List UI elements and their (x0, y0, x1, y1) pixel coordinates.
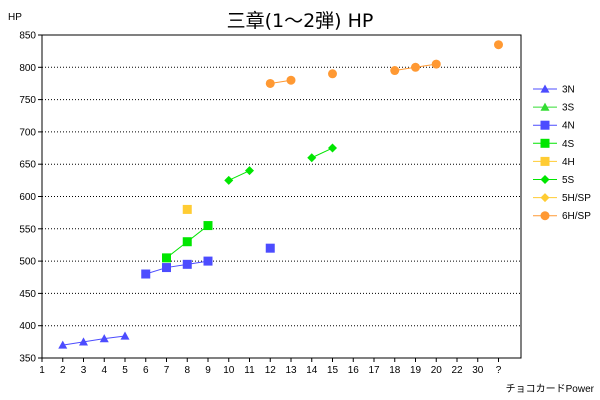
legend-label: 4H (562, 157, 575, 168)
legend-label: 3S (562, 103, 575, 114)
legend-label: 4S (562, 139, 575, 150)
series-3n (58, 331, 130, 349)
data-point (411, 62, 420, 72)
legend-label: 3N (562, 85, 575, 96)
x-tick-label: 16 (348, 365, 360, 376)
data-point (265, 243, 275, 253)
legend-marker (540, 193, 550, 203)
x-tick-label: ? (496, 365, 502, 376)
x-tick-label: 20 (431, 365, 443, 376)
y-tick-label: 500 (19, 257, 36, 268)
x-tick-label: 10 (223, 365, 235, 376)
series-line (311, 147, 333, 159)
data-point (203, 256, 213, 266)
y-axis-label: HP (8, 12, 22, 23)
data-point (494, 40, 503, 50)
series-line (83, 338, 105, 343)
y-tick-label: 350 (19, 354, 36, 365)
x-tick-label: 17 (368, 365, 380, 376)
chart-title: 三章(1～2弾) HP (227, 10, 374, 32)
plot-area (41, 34, 522, 359)
legend-marker (540, 102, 550, 111)
data-point (265, 78, 275, 88)
data-point (162, 263, 171, 273)
data-point (286, 75, 296, 85)
y-tick-label: 600 (19, 192, 36, 203)
legend-marker (540, 211, 550, 221)
x-tick-label: 4 (101, 365, 107, 376)
grid-lines (42, 66, 521, 327)
data-point (182, 237, 192, 247)
legend-marker (540, 120, 550, 130)
data-point (328, 143, 337, 153)
x-tick-label: 14 (306, 365, 318, 376)
y-tick-label: 800 (19, 63, 36, 74)
series-line (228, 170, 250, 181)
legend-label: 5S (562, 175, 575, 186)
x-tick-label: 13 (285, 365, 297, 376)
series-line (62, 341, 84, 346)
legend-marker (540, 84, 550, 93)
y-tick-label: 400 (19, 321, 36, 332)
y-tick-label: 700 (19, 127, 36, 138)
data-point (120, 331, 130, 340)
data-point (58, 340, 68, 349)
series-4n (141, 243, 275, 279)
legend: 3N 3S 4N 4S 4H 5S 5H/SP 6H/SP (533, 84, 591, 222)
series-4h (182, 204, 192, 214)
legend-marker (540, 175, 550, 184)
x-tick-label: 18 (389, 365, 401, 376)
x-tick-label: 12 (265, 365, 277, 376)
x-tick-label: 7 (164, 365, 170, 376)
data-point (203, 221, 213, 231)
data-point (162, 253, 171, 263)
x-tick-label: 15 (327, 365, 339, 376)
x-tick-label: 5 (122, 365, 128, 376)
data-point (224, 175, 234, 185)
data-point (99, 334, 109, 343)
series-6h-sp (265, 40, 503, 88)
series-layer (58, 40, 503, 349)
data-point (245, 166, 254, 176)
x-tick-label: 2 (60, 365, 66, 376)
x-tick-label: 8 (184, 365, 190, 376)
x-tick-label: 9 (205, 365, 211, 376)
data-point (390, 66, 400, 76)
y-tick-label: 750 (19, 95, 36, 106)
x-tick-label: 19 (410, 365, 422, 376)
data-point (328, 69, 337, 79)
y-tick-label: 450 (19, 289, 36, 300)
data-point (141, 269, 151, 279)
series-4s (162, 221, 213, 263)
x-tick-label: 30 (472, 365, 484, 376)
x-tick-label: 11 (244, 365, 255, 376)
series-5s (224, 143, 337, 185)
legend-marker (540, 138, 550, 148)
x-axis-label: チョコカードPower (506, 383, 595, 395)
data-point (182, 204, 192, 214)
y-tick-label: 650 (19, 160, 36, 171)
x-tick-label: 3 (81, 365, 87, 376)
legend-label: 6H/SP (562, 211, 591, 222)
legend-marker (540, 156, 550, 166)
x-tick-label: 6 (143, 365, 149, 376)
data-point (79, 337, 88, 346)
y-tick-label: 850 (19, 31, 36, 42)
data-point (307, 153, 317, 163)
legend-label: 4N (562, 121, 575, 132)
x-tick-label: 1 (39, 365, 45, 376)
y-tick-label: 550 (19, 224, 36, 235)
data-point (431, 59, 441, 69)
x-tick-label: 22 (451, 365, 463, 376)
series-line (104, 335, 126, 340)
data-point (182, 259, 192, 269)
legend-label: 5H/SP (562, 193, 591, 204)
